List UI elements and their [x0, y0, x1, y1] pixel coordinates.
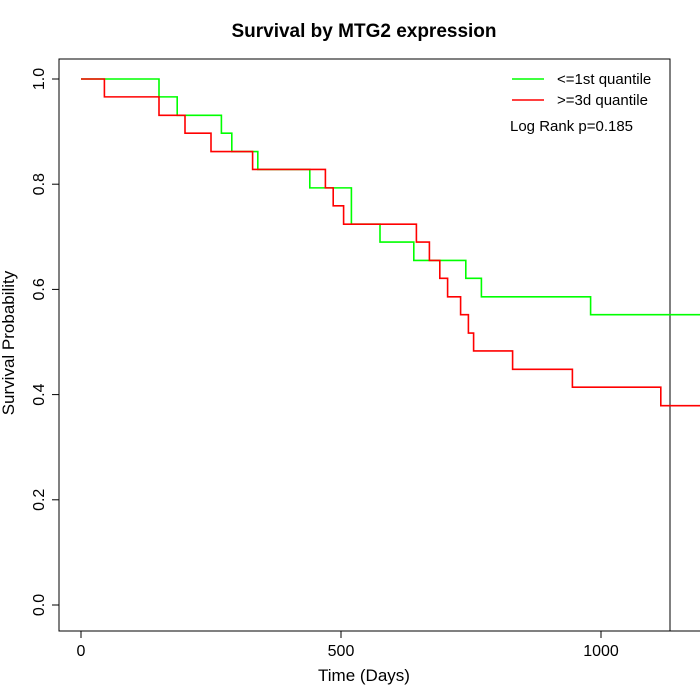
legend-label: <=1st quantile: [557, 71, 651, 88]
y-axis: 0.0 0.2 0.4 0.6 0.8 1.0: [31, 68, 60, 616]
chart-title: Survival by MTG2 expression: [231, 21, 496, 42]
series-line-1: [81, 78, 700, 316]
x-tick-label: 500: [328, 643, 355, 660]
y-tick-label: 0.6: [31, 278, 48, 300]
legend: <=1st quantile >=3d quantile: [512, 71, 651, 109]
plot-frame: [58, 58, 671, 632]
x-axis: 0500100015002000: [77, 630, 700, 660]
y-tick-label: 0.0: [31, 594, 48, 616]
y-tick-label: 0.2: [31, 489, 48, 511]
x-tick-label: 1000: [583, 643, 619, 660]
series-layer: [81, 78, 700, 407]
y-tick-label: 1.0: [31, 68, 48, 90]
y-tick-label: 0.4: [31, 383, 48, 405]
series-line-2: [81, 78, 700, 407]
y-axis-label: Survival Probability: [0, 270, 18, 415]
legend-label: >=3d quantile: [557, 92, 648, 109]
x-tick-label: 0: [77, 643, 86, 660]
x-axis-label: Time (Days): [318, 666, 410, 685]
y-tick-label: 0.8: [31, 173, 48, 195]
log-rank-annotation: Log Rank p=0.185: [510, 118, 633, 135]
